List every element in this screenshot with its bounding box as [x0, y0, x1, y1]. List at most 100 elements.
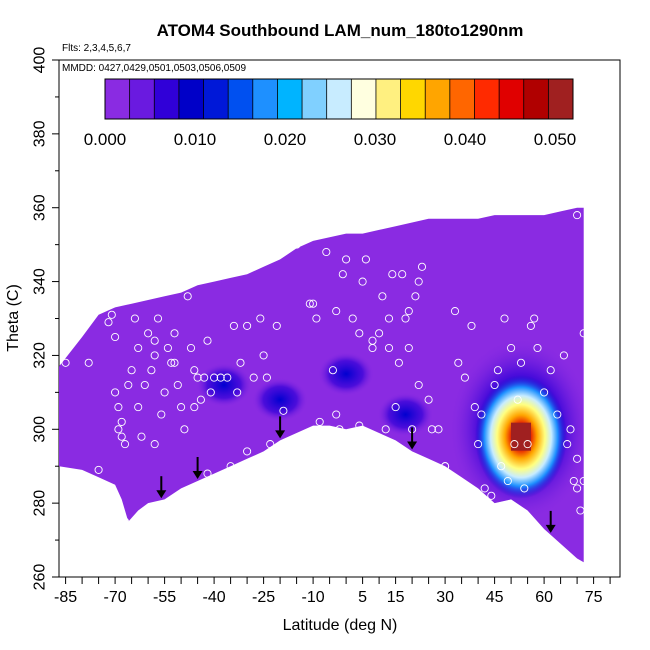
obs-point: [513, 395, 522, 404]
obs-point: [196, 395, 205, 404]
obs-point: [150, 351, 159, 360]
obs-point: [203, 336, 212, 345]
low-value-feature-3: [318, 351, 375, 396]
obs-point: [120, 517, 130, 526]
obs-point: [500, 314, 509, 323]
obs-point: [305, 299, 314, 308]
obs-point: [520, 484, 529, 493]
x-tick-label: -25: [252, 589, 275, 606]
obs-point: [434, 425, 443, 434]
obs-point: [497, 462, 506, 471]
obs-point: [226, 462, 235, 471]
obs-point: [563, 440, 572, 449]
y-tick-label: 280: [32, 490, 49, 517]
obs-point: [315, 417, 324, 426]
colorbar-swatch: [178, 79, 204, 119]
colorbar-swatch: [105, 79, 131, 119]
x-tick-label: -85: [54, 589, 77, 606]
obs-point: [124, 380, 133, 390]
obs-point: [167, 358, 176, 367]
obs-point: [180, 425, 189, 434]
obs-point: [104, 318, 113, 327]
obs-point: [180, 491, 189, 500]
colorbar-swatch: [252, 79, 278, 119]
obs-point: [460, 373, 469, 382]
colorbar-tick-label: 0.010: [174, 130, 217, 149]
obs-point: [338, 270, 347, 279]
x-tick-label: 30: [436, 589, 454, 606]
obs-point: [480, 484, 489, 493]
obs-point: [163, 343, 172, 353]
obs-point: [147, 366, 156, 375]
colorbar-swatch: [203, 79, 229, 119]
colorbar-swatch: [449, 79, 475, 119]
obs-point: [71, 469, 80, 478]
obs-point: [487, 491, 496, 500]
obs-point: [503, 476, 512, 486]
obs-point: [579, 476, 588, 486]
obs-point: [130, 314, 139, 323]
obs-point: [200, 373, 209, 382]
obs-point: [335, 425, 344, 434]
obs-point: [223, 373, 232, 382]
colorbar-swatch: [326, 79, 352, 119]
y-tick-label: 380: [32, 120, 49, 147]
obs-point: [120, 440, 130, 449]
colorbar-swatch: [499, 79, 525, 119]
colorbar-swatch: [277, 79, 303, 119]
low-value-feature-0: [252, 377, 309, 422]
obs-point: [312, 314, 321, 323]
obs-point: [355, 421, 364, 430]
obs-point: [573, 484, 582, 493]
obs-point: [378, 292, 387, 301]
obs-point: [375, 329, 384, 338]
obs-point: [243, 447, 252, 456]
obs-point: [553, 410, 562, 419]
obs-point: [193, 373, 202, 382]
obs-point: [579, 329, 588, 338]
x-axis: -85 -70 -55 -40 -25 -10 5 15 30 45 60 75: [54, 577, 611, 606]
obs-point: [186, 343, 196, 353]
obs-point: [342, 255, 351, 264]
y-tick-label: 320: [32, 342, 49, 369]
colorbar-swatch: [302, 79, 328, 119]
obs-point: [134, 403, 143, 412]
obs-point: [530, 314, 539, 323]
obs-point: [292, 240, 301, 249]
obs-point: [394, 358, 403, 367]
obs-point: [391, 403, 400, 412]
obs-point: [427, 425, 436, 434]
flight-arrow: [192, 456, 203, 479]
obs-point: [117, 417, 126, 426]
x-tick-label: 15: [387, 589, 405, 606]
heatmap-field: [59, 207, 584, 563]
obs-point: [384, 314, 394, 323]
obs-point: [170, 329, 179, 338]
obs-point: [206, 388, 215, 397]
obs-point: [210, 373, 219, 382]
obs-point: [111, 388, 120, 397]
obs-point: [114, 403, 123, 412]
dates-subtitle: MMDD: 0427,0429,0501,0503,0506,0509: [62, 63, 246, 74]
hotspot-core: [511, 422, 531, 451]
obs-point: [424, 395, 433, 404]
y-tick-label: 400: [32, 47, 49, 74]
obs-point: [233, 388, 242, 397]
obs-point: [229, 321, 238, 330]
flight-arrow: [275, 416, 286, 439]
obs-point: [107, 310, 116, 319]
obs-point: [262, 373, 271, 382]
obs-point: [454, 358, 463, 367]
obs-point: [134, 343, 143, 353]
obs-point: [157, 410, 166, 419]
obs-point: [272, 321, 281, 330]
obs-point: [384, 343, 394, 353]
colorbar-swatch: [548, 79, 574, 119]
y-tick-label: 360: [32, 194, 49, 221]
obs-point: [398, 270, 407, 279]
obs-point: [279, 406, 288, 415]
low-value-feature-2: [377, 392, 434, 437]
colorbar-swatch: [474, 79, 500, 119]
colorbar-swatch: [400, 79, 426, 119]
